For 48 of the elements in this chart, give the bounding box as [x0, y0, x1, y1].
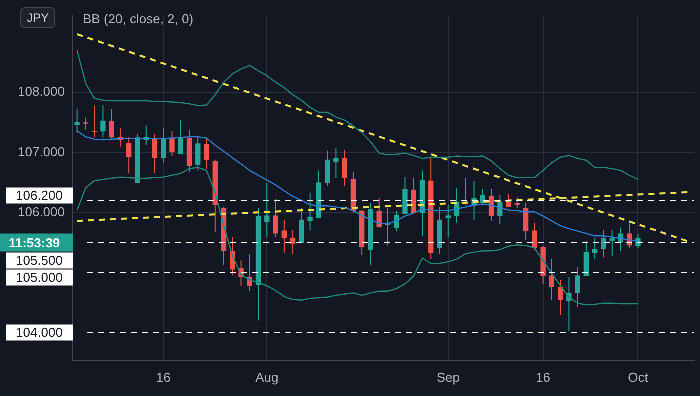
candlestick — [92, 105, 98, 138]
y-tick-label: 106.000 — [18, 204, 65, 220]
candlestick — [308, 192, 313, 232]
x-tick-label: 16 — [536, 370, 551, 385]
candlestick — [342, 150, 348, 187]
candlestick — [411, 178, 416, 214]
ref-line-label: 104.000 — [16, 324, 63, 340]
x-tick-label: Aug — [256, 370, 279, 385]
candlestick — [178, 120, 184, 155]
candlestick — [161, 128, 166, 164]
candlestick — [575, 266, 580, 308]
candlestick — [334, 148, 339, 179]
y-tick-label: 107.000 — [18, 144, 65, 160]
ref-line-label: 105.500 — [16, 252, 63, 268]
candlestick — [264, 182, 270, 238]
candlestick — [196, 135, 201, 172]
candlestick — [532, 222, 538, 250]
candlestick — [601, 230, 606, 258]
candlestick — [152, 134, 158, 174]
ref-line-label: 106.200 — [16, 188, 63, 203]
candlestick — [324, 150, 330, 187]
candlestick — [290, 230, 296, 255]
candlestick — [610, 230, 615, 258]
candlestick — [523, 202, 529, 241]
candlestick — [514, 197, 520, 210]
candlestick — [282, 219, 288, 254]
x-tick-label: Oct — [628, 370, 649, 385]
ref-line-label: 105.000 — [16, 270, 63, 285]
candlestick — [273, 199, 278, 238]
candlestick — [74, 108, 80, 134]
candlestick — [506, 194, 512, 208]
candlestick — [100, 104, 106, 138]
candlestick — [170, 130, 175, 157]
x-tick-label: Sep — [436, 370, 460, 385]
text: 11:53:39 — [8, 235, 60, 250]
candlestick — [126, 136, 132, 174]
candlestick — [592, 238, 598, 260]
text: JPY — [27, 10, 50, 25]
annotation: BB (20, close, 2, 0) — [83, 12, 194, 27]
candlestick — [83, 117, 89, 130]
candlestick — [109, 108, 114, 140]
candlestick — [204, 138, 210, 170]
x-tick-label: 16 — [156, 370, 171, 385]
candlestick — [446, 205, 451, 238]
candlestick — [549, 258, 555, 301]
candlestick — [558, 279, 564, 316]
y-tick-label: 108.000 — [18, 84, 65, 100]
candlestick — [299, 208, 304, 244]
